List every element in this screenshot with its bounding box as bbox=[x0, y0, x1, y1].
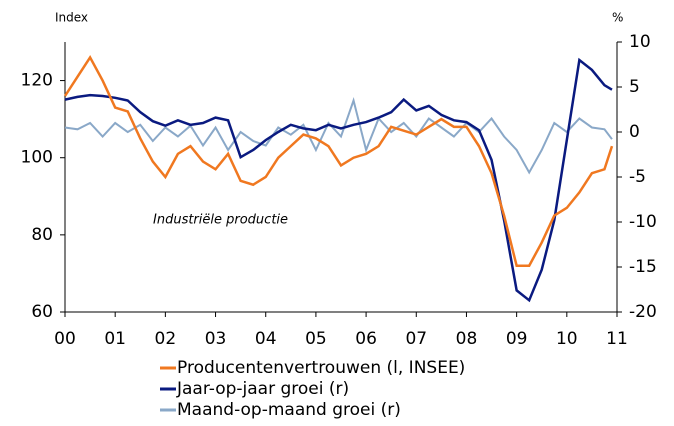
y2-tick-label: -5 bbox=[629, 167, 646, 187]
x-tick-label: 00 bbox=[54, 329, 76, 349]
x-tick-label: 02 bbox=[155, 329, 177, 349]
y2-tick-label: -10 bbox=[629, 212, 657, 232]
x-tick-label: 03 bbox=[205, 329, 227, 349]
y-axis-label: Index bbox=[55, 11, 88, 25]
x-tick-label: 04 bbox=[255, 329, 277, 349]
y2-axis-label: % bbox=[612, 11, 623, 25]
x-tick-label: 11 bbox=[606, 329, 628, 349]
annotation: Industriële productie bbox=[153, 213, 288, 228]
y2-tick-label: 10 bbox=[629, 32, 651, 52]
y2-tick-label: -15 bbox=[629, 257, 657, 277]
legend-label: Maand-op-maand groei (r) bbox=[177, 400, 401, 420]
x-tick-label: 01 bbox=[104, 329, 126, 349]
legend-label: Producentenvertrouwen (l, INSEE) bbox=[177, 358, 465, 378]
x-tick-label: 07 bbox=[405, 329, 427, 349]
series-line bbox=[64, 57, 613, 303]
legend-label: Jaar-op-jaar groei (r) bbox=[176, 379, 349, 399]
y2-tick-label: 5 bbox=[629, 77, 640, 97]
series-line bbox=[64, 97, 613, 175]
y2-tick-label: 0 bbox=[629, 122, 640, 142]
x-tick-label: 05 bbox=[305, 329, 327, 349]
x-tick-label: 06 bbox=[355, 329, 377, 349]
x-tick-label: 10 bbox=[556, 329, 578, 349]
x-tick-label: 09 bbox=[506, 329, 528, 349]
y-tick-label: 60 bbox=[31, 302, 53, 322]
y-tick-label: 120 bbox=[21, 71, 53, 91]
x-tick-label: 08 bbox=[456, 329, 478, 349]
series-line bbox=[63, 54, 614, 267]
y2-tick-label: -20 bbox=[629, 302, 657, 322]
y-tick-label: 100 bbox=[21, 148, 53, 168]
y-tick-label: 80 bbox=[31, 225, 53, 245]
